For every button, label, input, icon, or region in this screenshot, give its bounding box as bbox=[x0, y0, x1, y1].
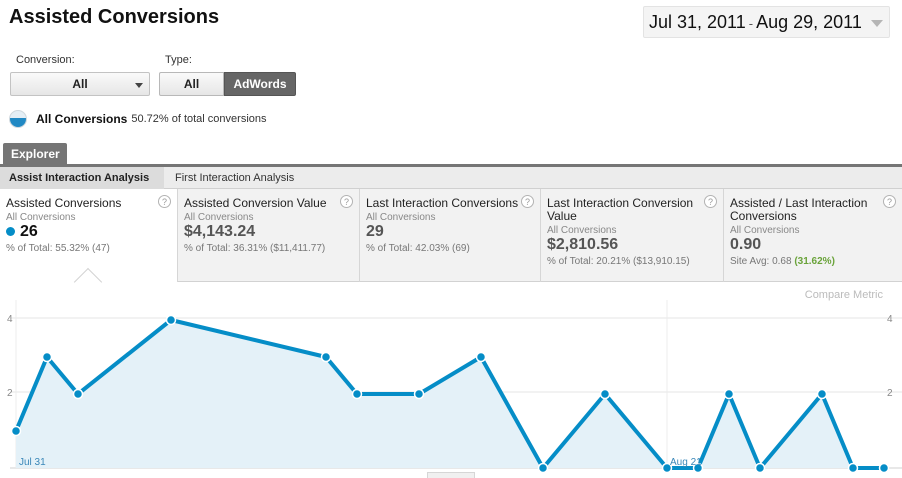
type-all-button[interactable]: All bbox=[159, 72, 224, 96]
metric-footnote-label: Site Avg: bbox=[730, 256, 773, 267]
segment-name: All Conversions bbox=[36, 112, 128, 126]
y-tick-label-left: 2 bbox=[7, 388, 13, 399]
metric-footnote: % of Total: 42.03% (69) bbox=[366, 243, 540, 254]
metric-title: Assisted / Last Interaction Conversions bbox=[730, 196, 868, 223]
metric-footnote-value: 20.21% ($13,910.15) bbox=[596, 256, 690, 267]
y-tick-label-right: 4 bbox=[887, 314, 893, 325]
metric-assisted-last-interaction-ratio[interactable]: Assisted / Last Interaction Conversions … bbox=[724, 189, 902, 282]
metric-subtitle: All Conversions bbox=[6, 212, 76, 223]
help-icon[interactable]: ? bbox=[158, 195, 171, 208]
metric-last-interaction-conversion-value[interactable]: Last Interaction Conversion Value All Co… bbox=[541, 189, 724, 282]
chevron-down-icon bbox=[135, 83, 143, 88]
metric-footnote-avg: 0.68 bbox=[772, 256, 792, 267]
data-point bbox=[413, 388, 425, 400]
segment-pie-icon bbox=[9, 110, 27, 128]
data-point bbox=[816, 388, 828, 400]
data-point bbox=[723, 388, 735, 400]
data-point bbox=[661, 462, 673, 474]
conversion-label: Conversion: bbox=[16, 54, 75, 66]
type-label: Type: bbox=[165, 54, 192, 66]
metric-footnote-value: 36.31% ($11,411.77) bbox=[233, 243, 326, 254]
metric-title: Last Interaction Conversions bbox=[366, 196, 519, 210]
data-point bbox=[72, 388, 84, 400]
metric-footnote-value: (31.62%) bbox=[794, 256, 835, 267]
data-point bbox=[41, 351, 53, 363]
metric-footnote-label: % of Total: bbox=[184, 243, 234, 254]
data-point bbox=[878, 462, 890, 474]
metric-footnote-label: % of Total: bbox=[6, 243, 56, 254]
metric-footnote: % of Total: 55.32% (47) bbox=[6, 243, 177, 254]
metric-subtitle: All Conversions bbox=[730, 225, 800, 236]
metric-value: 29 bbox=[366, 223, 384, 240]
help-icon[interactable]: ? bbox=[521, 195, 534, 208]
type-toggle-group: All AdWords bbox=[159, 72, 296, 96]
segment-percentage: 50.72% of total conversions bbox=[131, 113, 267, 125]
metric-footnote: % of Total: 36.31% ($11,411.77) bbox=[184, 243, 359, 254]
y-tick-label-left: 4 bbox=[7, 314, 13, 325]
data-point bbox=[351, 388, 363, 400]
date-end: Aug 29, 2011 bbox=[756, 11, 862, 32]
page-title: Assisted Conversions bbox=[9, 6, 220, 28]
help-icon[interactable]: ? bbox=[883, 195, 896, 208]
metric-footnote-value: 55.32% (47) bbox=[55, 243, 110, 254]
conversion-select-value: All bbox=[72, 77, 88, 91]
date-separator: - bbox=[748, 15, 754, 31]
metric-value: 26 bbox=[20, 223, 38, 240]
help-icon[interactable]: ? bbox=[704, 195, 717, 208]
data-point bbox=[847, 462, 859, 474]
metric-title: Assisted Conversion Value bbox=[184, 196, 327, 210]
y-tick-label-right: 2 bbox=[887, 388, 893, 399]
data-point bbox=[320, 351, 332, 363]
conversion-select[interactable]: All bbox=[10, 72, 150, 96]
metric-value: 0.90 bbox=[730, 236, 762, 253]
help-icon[interactable]: ? bbox=[340, 195, 353, 208]
data-point bbox=[599, 388, 611, 400]
conversions-line-chart: 4 2 4 2 Jul 31 Aug 21 bbox=[7, 300, 902, 474]
tab-explorer[interactable]: Explorer bbox=[3, 143, 67, 165]
data-point bbox=[10, 425, 22, 437]
metric-subtitle: All Conversions bbox=[366, 212, 436, 223]
metric-last-interaction-conversions[interactable]: Last Interaction Conversions All Convers… bbox=[360, 189, 541, 282]
segment-summary: All Conversions 50.72% of total conversi… bbox=[9, 110, 267, 128]
tab-first-interaction-analysis[interactable]: First Interaction Analysis bbox=[175, 172, 295, 184]
date-range-picker[interactable]: Jul 31, 2011 - Aug 29, 2011 bbox=[643, 6, 890, 38]
series-area bbox=[16, 320, 884, 468]
metric-footnote: Site Avg: 0.68 (31.62%) bbox=[730, 256, 902, 267]
metric-subtitle: All Conversions bbox=[184, 212, 254, 223]
compare-metric-link[interactable]: Compare Metric bbox=[804, 289, 883, 301]
chart-resize-handle[interactable] bbox=[427, 472, 475, 478]
metric-assisted-conversion-value[interactable]: Assisted Conversion Value All Conversion… bbox=[178, 189, 360, 282]
explorer-divider bbox=[0, 164, 902, 167]
data-point bbox=[475, 351, 487, 363]
metric-footnote-label: % of Total: bbox=[366, 243, 416, 254]
chevron-down-icon[interactable] bbox=[871, 20, 883, 27]
metric-title: Assisted Conversions bbox=[6, 196, 122, 210]
subtab-bar: Assist Interaction Analysis First Intera… bbox=[0, 167, 902, 189]
x-tick-label: Jul 31 bbox=[19, 457, 46, 468]
date-start: Jul 31, 2011 bbox=[649, 11, 746, 32]
data-point bbox=[537, 462, 549, 474]
x-tick-label: Aug 21 bbox=[670, 457, 702, 468]
metric-footnote-label: % of Total: bbox=[547, 256, 597, 267]
metric-value: $2,810.56 bbox=[547, 236, 619, 253]
metric-footnote: % of Total: 20.21% ($13,910.15) bbox=[547, 256, 723, 267]
metric-title: Last Interaction Conversion Value bbox=[547, 196, 694, 223]
metric-value: $4,143.24 bbox=[184, 223, 256, 240]
data-point bbox=[754, 462, 766, 474]
type-adwords-button[interactable]: AdWords bbox=[224, 72, 296, 96]
metric-subtitle: All Conversions bbox=[547, 225, 617, 236]
metrics-scorecard: Assisted Conversions All Conversions 26 … bbox=[0, 189, 902, 282]
series-color-dot bbox=[6, 227, 15, 236]
metric-footnote-value: 42.03% (69) bbox=[415, 243, 470, 254]
data-point bbox=[165, 314, 177, 326]
data-point bbox=[692, 462, 704, 474]
tab-assist-interaction-analysis[interactable]: Assist Interaction Analysis bbox=[0, 167, 164, 189]
metric-assisted-conversions[interactable]: Assisted Conversions All Conversions 26 … bbox=[0, 189, 178, 282]
